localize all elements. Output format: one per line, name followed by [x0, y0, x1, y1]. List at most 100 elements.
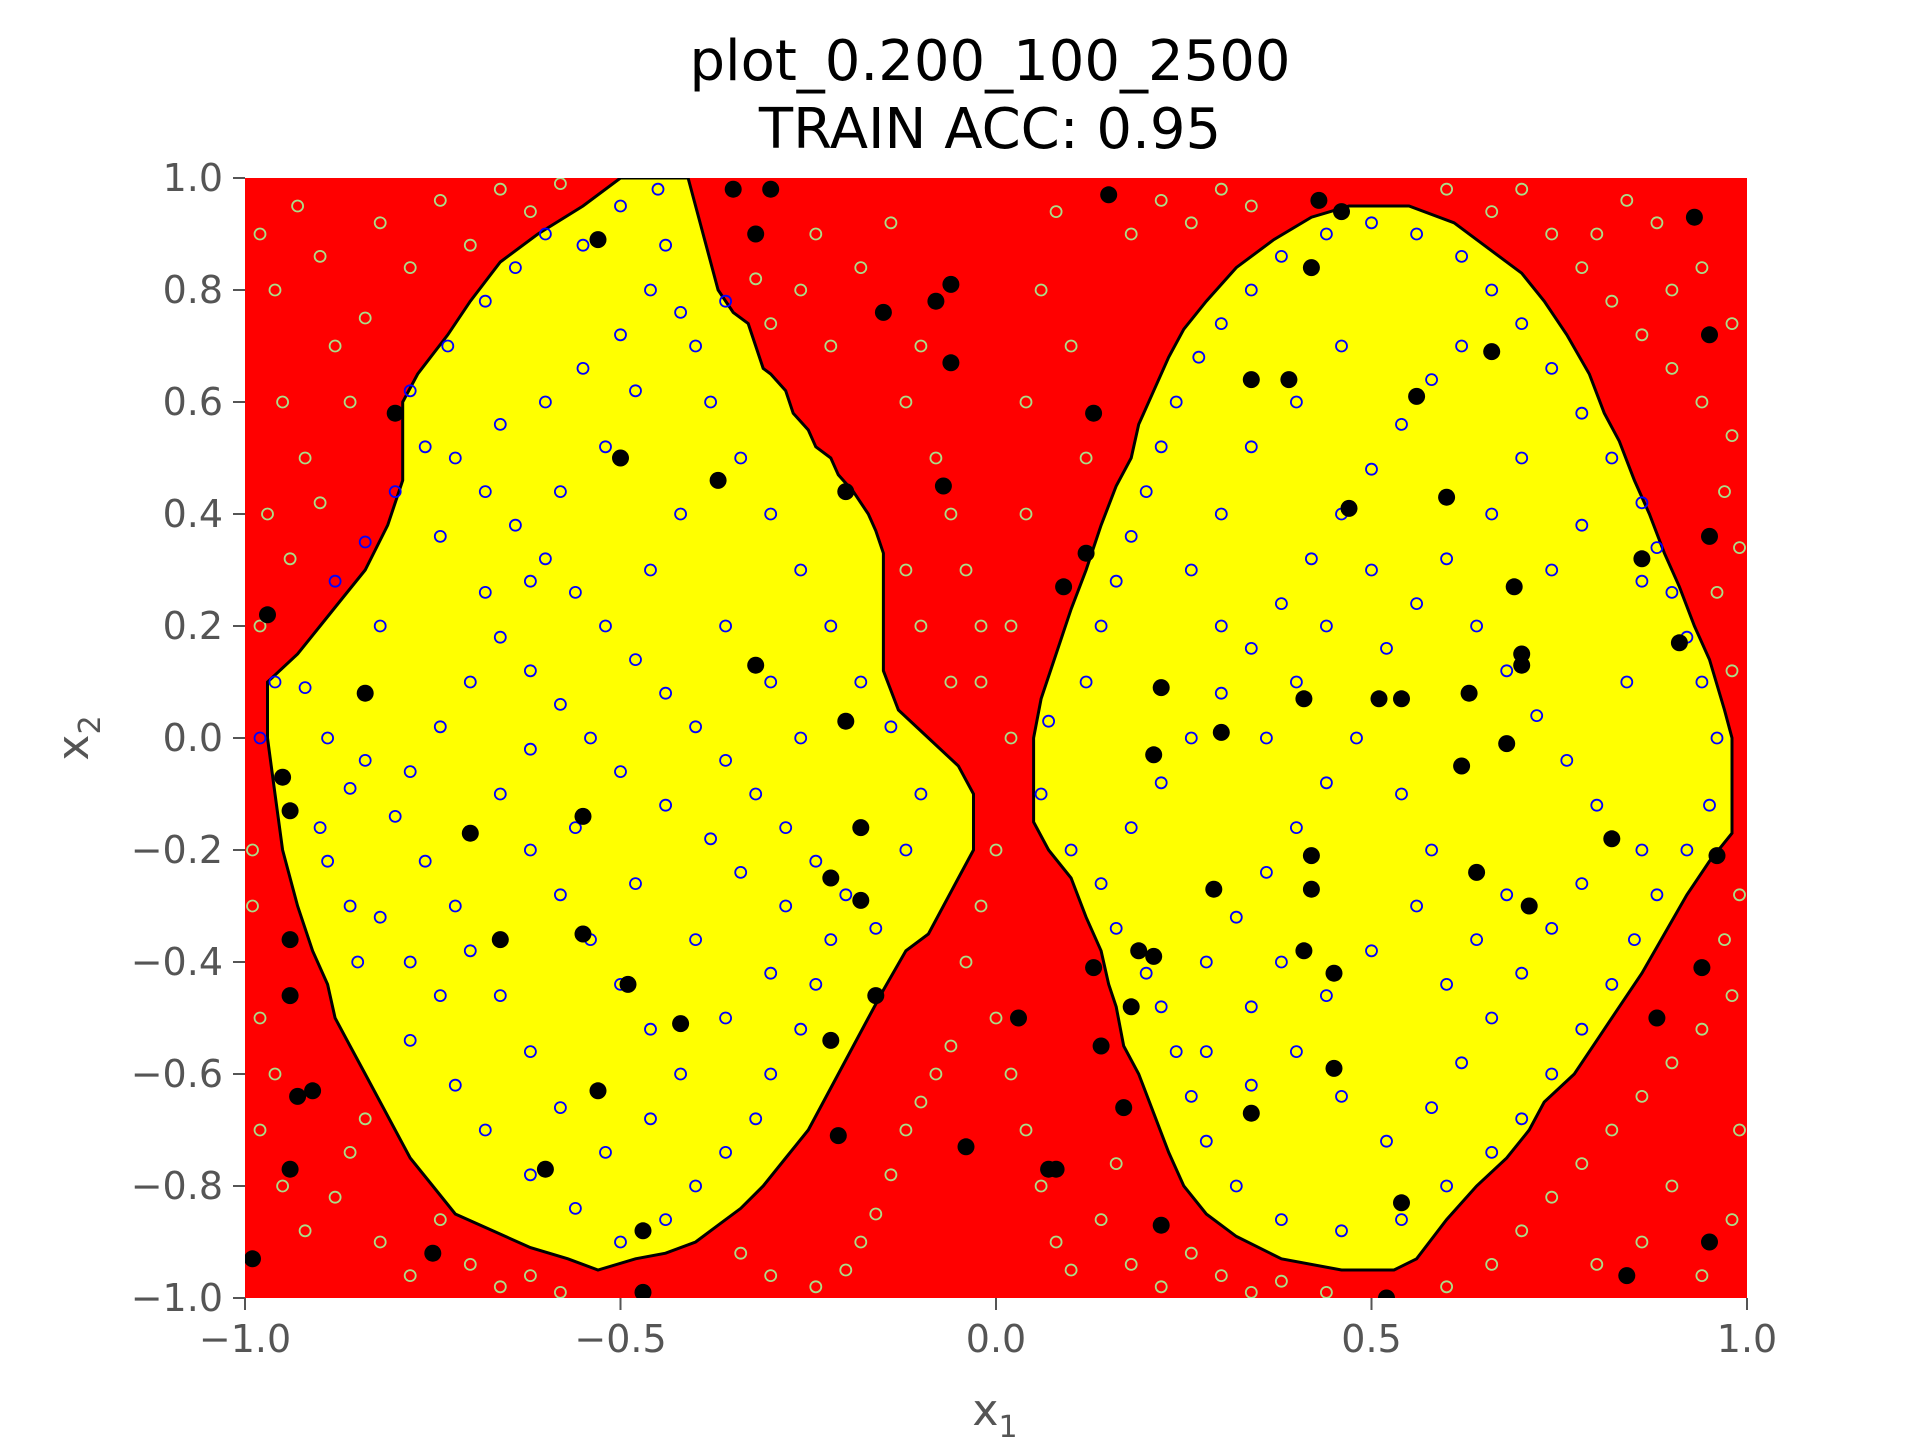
out-class-point: [253, 1123, 267, 1137]
misclassified-point: [1152, 679, 1170, 697]
in-class-point: [433, 720, 447, 734]
x-tick-label: −1.0: [199, 1317, 291, 1361]
misclassified-point: [1122, 998, 1140, 1016]
out-class-point: [824, 339, 838, 353]
out-class-point: [1590, 227, 1604, 241]
in-class-point: [1124, 821, 1138, 834]
out-class-point: [1665, 1179, 1679, 1193]
in-class-point: [1545, 563, 1559, 577]
out-class-point: [463, 1258, 477, 1271]
in-class-point: [478, 294, 492, 308]
x-tick-label: 0.5: [1341, 1317, 1401, 1361]
misclassified-point: [1115, 1099, 1133, 1117]
out-class-point: [1275, 1274, 1288, 1288]
out-class-point: [839, 1263, 853, 1277]
in-class-point: [328, 574, 342, 588]
misclassified-point: [1302, 847, 1320, 865]
in-class-point: [1635, 574, 1649, 588]
misclassified-point: [942, 354, 960, 372]
in-class-points: [253, 182, 1724, 1249]
misclassified-point: [461, 824, 479, 842]
in-class-point: [1154, 1000, 1168, 1014]
out-class-point: [1244, 1286, 1258, 1298]
in-class-point: [1560, 754, 1574, 767]
out-class-point: [1019, 507, 1033, 521]
misclassified-point: [747, 225, 765, 243]
in-class-point: [1275, 597, 1288, 610]
out-class-point: [1154, 193, 1168, 207]
misclassified-point: [1393, 690, 1410, 708]
in-class-point: [1470, 933, 1483, 946]
out-class-point: [1094, 1213, 1108, 1226]
out-class-point: [899, 1123, 913, 1137]
in-class-point: [388, 810, 402, 823]
misclassified-point: [589, 1082, 607, 1100]
in-class-point: [448, 1078, 462, 1092]
in-class-point: [463, 675, 477, 689]
misclassified-point: [1302, 880, 1320, 898]
out-class-point: [1320, 1286, 1333, 1298]
in-class-point: [734, 451, 748, 465]
in-class-point: [403, 384, 417, 398]
misclassified-point: [1708, 847, 1726, 865]
y-tick-label: 0.6: [163, 380, 223, 424]
in-class-point: [644, 1022, 657, 1036]
out-class-point: [493, 182, 507, 196]
in-class-point: [539, 395, 552, 409]
out-class-point: [1004, 619, 1018, 633]
in-class-point: [1575, 406, 1589, 420]
misclassified-point: [1505, 578, 1523, 596]
misclassified-point: [1010, 1009, 1027, 1027]
out-class-point: [914, 1095, 928, 1109]
misclassified-point: [1130, 942, 1148, 960]
in-class-point: [418, 854, 432, 868]
in-class-point: [1094, 877, 1108, 890]
misclassified-point: [1100, 186, 1118, 204]
in-class-point: [1184, 563, 1198, 577]
misclassified-point: [1145, 746, 1163, 764]
in-class-point: [1214, 507, 1228, 521]
misclassified-point: [1685, 208, 1703, 226]
in-class-point: [779, 821, 793, 834]
in-class-point: [1290, 821, 1303, 834]
x-axis: −1.0 −0.5 0.0 0.5 1.0: [199, 1298, 1777, 1361]
misclassified-point: [1340, 499, 1358, 517]
x-tick-label: 0.0: [966, 1317, 1026, 1361]
out-class-point: [1575, 261, 1589, 275]
out-class-point: [253, 619, 267, 633]
in-class-point: [493, 787, 507, 801]
out-class-point: [1184, 216, 1198, 230]
in-class-point: [1545, 361, 1559, 375]
in-class-point: [1139, 485, 1153, 499]
misclassified-point: [1701, 527, 1718, 545]
in-class-point: [524, 843, 537, 857]
in-class-point: [343, 899, 357, 913]
misclassified-point: [1460, 684, 1478, 702]
in-class-point: [1485, 1011, 1499, 1025]
out-class-point: [884, 1168, 898, 1182]
misclassified-point: [281, 1160, 299, 1178]
in-class-point: [1365, 462, 1378, 476]
misclassified-point: [942, 275, 960, 293]
in-class-point: [794, 1022, 808, 1036]
out-class-point: [524, 205, 537, 219]
misclassified-point: [1310, 191, 1328, 209]
misclassified-point: [927, 292, 945, 310]
in-class-point: [1500, 664, 1514, 678]
out-class-point: [1725, 1213, 1739, 1226]
in-class-point: [1440, 978, 1453, 991]
in-class-point: [358, 754, 372, 767]
in-class-point: [403, 1034, 417, 1047]
in-class-point: [321, 731, 335, 745]
in-class-point: [674, 1067, 687, 1081]
in-class-point: [418, 440, 432, 454]
in-class-point: [1665, 586, 1679, 599]
out-class-point: [246, 843, 259, 857]
misclassified-point: [1077, 544, 1095, 562]
out-class-point: [854, 1235, 868, 1249]
out-class-point: [1034, 1179, 1048, 1193]
out-class-point: [1485, 205, 1499, 219]
in-class-point: [569, 821, 582, 834]
in-class-point: [478, 586, 492, 599]
in-class-point: [448, 451, 462, 465]
